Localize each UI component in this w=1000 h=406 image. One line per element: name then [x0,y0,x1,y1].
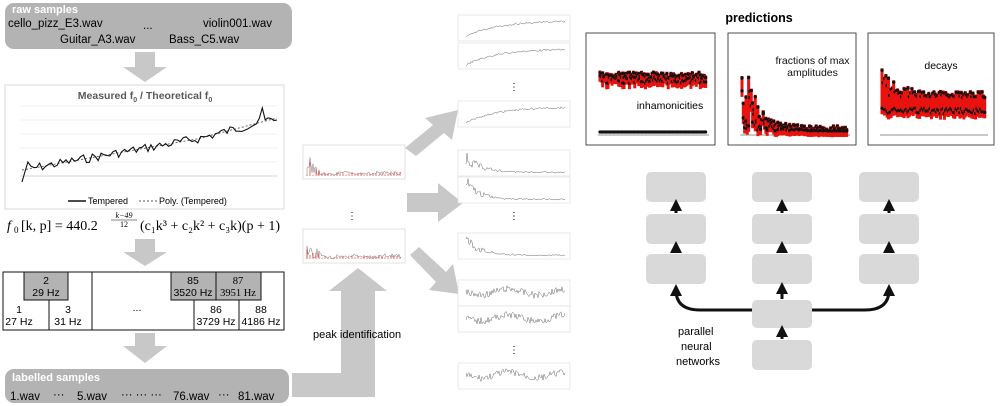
svg-text:0: 0 [14,225,19,235]
key-86-freq: 3729 Hz [196,316,235,328]
down-arrow-3 [123,333,167,363]
raw-file-2: Guitar_A3.wav [60,34,136,46]
svg-text:f: f [7,219,13,234]
labelled-file-3: 76.wav [173,391,210,403]
key-85-freq: 3520 Hz [173,287,212,299]
arrow-down-right [410,247,459,294]
peak-identification-arrow [292,268,387,397]
key-85-num: 85 [187,275,199,287]
decays-label: decays [924,60,957,72]
svg-text:··· ··· ···: ··· ··· ··· [121,389,162,401]
key-87-freq: 3951 Hz [220,288,256,299]
key-2-num: 2 [43,275,49,287]
key-1-freq: 27 Hz [5,316,32,328]
extracted-features-column: ⋮ ⋮ ⋮ [457,14,571,390]
labelled-file-4: 81.wav [238,391,275,403]
key-87-num: 87 [233,276,244,287]
features-vdots-2: ⋮ [509,211,519,222]
arrow-right [407,183,463,222]
raw-file-1: cello_pizz_E3.wav [8,18,103,30]
legend-tempered: Tempered [88,196,128,206]
svg-text:12: 12 [120,220,128,229]
raw-file-3: violin001.wav [203,18,272,30]
f0-chart: Measured f0 / Theoretical f0 Tempered Po… [4,84,285,210]
nn-label-2: neural [681,341,712,353]
raw-samples-title: raw samples [12,4,78,16]
fractions-label: fractions of max amplitudes [775,55,850,79]
key-3-num: 3 [65,304,71,316]
features-vdots-1: ⋮ [509,82,519,93]
key-1-num: 1 [16,304,22,316]
neural-networks: parallel neural networks [646,172,919,370]
svg-text:···: ··· [218,389,230,401]
legend-poly: Poly. (Tempered) [159,196,227,206]
peak-identification-label: peak identification [313,329,401,341]
keyboard-ellipsis: ... [133,302,142,314]
svg-text:(c₁k³ + c₂k² + c₃k)(p + 1): (c₁k³ + c₂k² + c₃k)(p + 1) [140,219,280,234]
f0-formula: f 0 [k, p] = 440.2 k−49 12 (c₁k³ + c₂k² … [7,211,280,235]
arrow-up-right [405,110,458,156]
labelled-file-1: 1.wav [10,391,40,403]
spectra-vdots: ⋮ [347,211,357,222]
key-2-freq: 29 Hz [32,287,59,299]
svg-text:···: ··· [53,389,65,401]
nn-label-3: networks [676,356,721,368]
predictions-title: predictions [725,11,792,25]
key-86-num: 86 [210,304,222,316]
piano-keyboard: 2 29 Hz 85 3520 Hz 87 3951 Hz 1 27 Hz 3 … [2,271,285,331]
raw-file-4: Bass_C5.wav [169,34,240,46]
labelled-file-2: 5.wav [77,391,107,403]
key-3-freq: 31 Hz [54,316,81,328]
down-arrow-1 [123,52,167,82]
key-88-freq: 4186 Hz [241,316,280,328]
down-arrow-2 [123,239,167,266]
spectra-column: ⋮ [302,144,406,264]
labelled-samples-box: labelled samples 1.wav ··· 5.wav ··· ···… [5,369,289,403]
raw-samples-box: raw samples cello_pizz_E3.wav Guitar_A3.… [5,3,292,49]
key-88-num: 88 [255,304,267,316]
svg-text:[k, p] = 440.2: [k, p] = 440.2 [21,219,98,234]
tempered-line [21,105,277,183]
svg-text:k−49: k−49 [116,211,133,220]
features-vdots-3: ⋮ [509,345,519,356]
raw-file-ellipsis: ... [143,20,153,32]
f0-chart-title: Measured f0 / Theoretical f0 [78,90,213,104]
inharmonicities-label: inhamonicities [637,100,704,112]
labelled-samples-title: labelled samples [12,372,100,384]
nn-label-1: parallel [678,326,713,338]
predictions-plots: inhamonicities fractions of max amplitud… [585,32,995,146]
